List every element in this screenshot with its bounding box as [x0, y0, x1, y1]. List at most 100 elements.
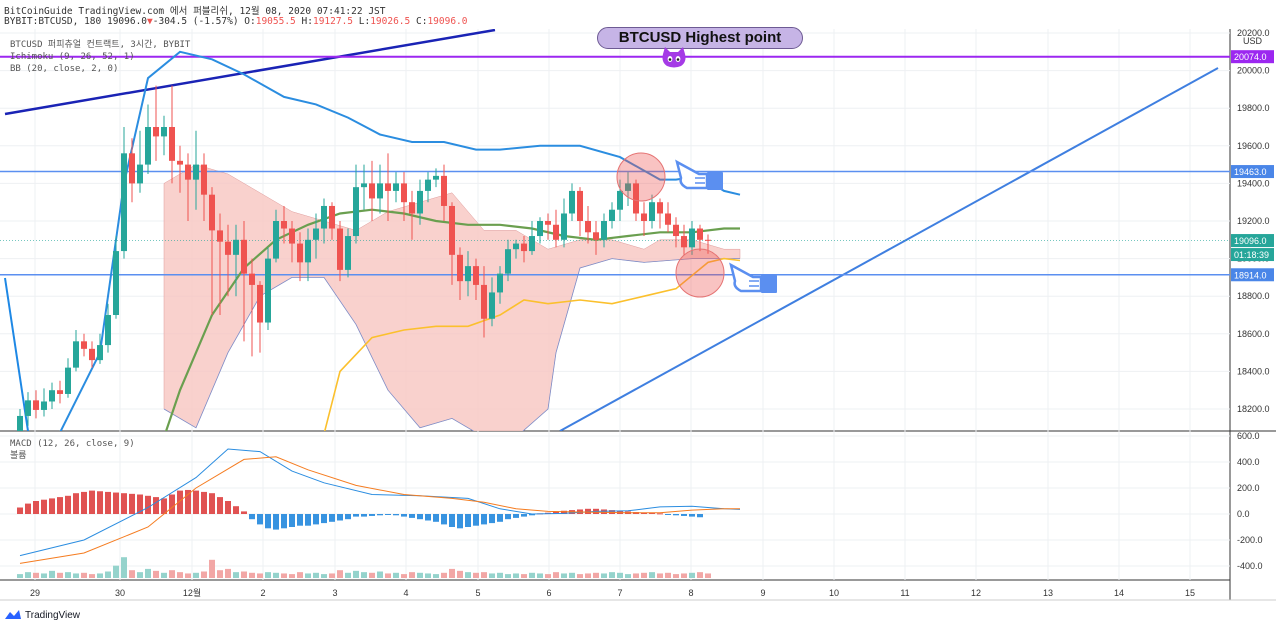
candle-body [697, 228, 703, 240]
volume-bar [465, 572, 471, 578]
candle [521, 236, 527, 263]
hand-cuff [761, 275, 777, 293]
candle [593, 221, 599, 255]
macd-histogram-bar [233, 506, 239, 514]
candle [433, 168, 439, 188]
macd-histogram-bar [185, 489, 191, 514]
candle [449, 202, 455, 285]
open-label: O: [244, 16, 256, 27]
macd-histogram-bar [505, 514, 511, 520]
candle-body [145, 127, 151, 165]
macd-tick-label: 600.0 [1237, 431, 1260, 441]
bollinger-legend[interactable]: BB (20, close, 2, 0) [10, 64, 119, 74]
candle-body [105, 315, 111, 346]
candle-body [473, 266, 479, 285]
macd-histogram-bar [33, 501, 39, 514]
candle [265, 247, 271, 331]
signal-line [19, 456, 740, 564]
price-label-highest: 20074.0 [1231, 50, 1274, 64]
time-tick-label: 11 [900, 588, 909, 598]
macd-tick-label: -400.0 [1237, 561, 1263, 571]
volume-bar [193, 572, 199, 578]
volume-bar [169, 570, 175, 578]
candle-body [441, 175, 447, 206]
price-label-text: 01:18:39 [1234, 250, 1269, 260]
candle [121, 127, 127, 259]
macd-histogram-bar [489, 514, 495, 524]
volume-bar [657, 573, 663, 578]
candle-body [217, 230, 223, 242]
volume-bar [689, 572, 695, 578]
candle-body [25, 400, 31, 416]
time-tick-label: 7 [617, 588, 622, 598]
macd-histogram-bar [513, 514, 519, 518]
macd-histogram-bar [297, 514, 303, 526]
macd-line [19, 448, 741, 557]
time-tick-label: 10 [829, 588, 839, 598]
candle [209, 187, 215, 315]
macd-legend[interactable]: MACD (12, 26, close, 9) 볼륨 [10, 438, 135, 462]
macd-histogram-bar [113, 492, 119, 514]
volume-bar [297, 572, 303, 578]
candle-body [257, 284, 263, 323]
macd-histogram-bar [449, 514, 455, 527]
candle-body [481, 284, 487, 319]
volume-bar [673, 574, 679, 578]
candle [665, 202, 671, 233]
price-label-box [1231, 50, 1274, 64]
volume-bar [449, 568, 455, 578]
price-pane [0, 29, 1230, 431]
candle [553, 209, 559, 248]
volume-bar [249, 572, 255, 578]
volume-bar [481, 572, 487, 578]
candle [41, 388, 47, 417]
volume-bar [489, 573, 495, 578]
macd-histogram-bar [665, 514, 671, 515]
candle [289, 221, 295, 263]
candle-body [537, 221, 543, 237]
candles [17, 85, 711, 431]
macd-histogram-bar [169, 494, 175, 514]
time-tick-label: 12 [971, 588, 981, 598]
volume-bar [441, 572, 447, 578]
macd-histogram-bar [329, 514, 335, 522]
volume-bar [153, 570, 159, 578]
volume-bar [633, 573, 639, 578]
volume-bar [177, 572, 183, 578]
candle [625, 172, 631, 206]
macd-tick-label: -200.0 [1237, 535, 1263, 545]
candle-body [129, 153, 135, 184]
volume-bar [473, 572, 479, 578]
candle [17, 409, 23, 431]
macd-histogram-bar [561, 510, 567, 514]
tradingview-brand[interactable]: TradingView [4, 609, 80, 621]
macd-histogram-bar [209, 493, 215, 514]
candle-body [225, 241, 231, 255]
macd-histogram-bar [553, 511, 559, 514]
volume-bar [49, 570, 55, 578]
candle-body [265, 258, 271, 323]
candle [145, 104, 151, 174]
time-tick-label: 6 [546, 588, 551, 598]
macd-histogram-bar [657, 513, 663, 515]
candle [681, 224, 687, 255]
ichimoku-legend[interactable]: Ichimoku (9, 26, 52, 1) [10, 52, 135, 62]
macd-histogram-bar [337, 514, 343, 521]
main-legend[interactable]: BTCUSD 퍼피츄얼 컨트랙트, 3시간, BYBIT Ichimoku (9… [10, 39, 190, 75]
price-label-box [1231, 248, 1274, 262]
macd-tick-label: 0.0 [1237, 509, 1250, 519]
candle [217, 213, 223, 315]
time-tick-label: 12월 [183, 587, 201, 598]
candle [577, 187, 583, 237]
candle [201, 153, 207, 221]
candle-body [633, 183, 639, 214]
macd-histogram-bar [425, 514, 431, 521]
macd-histogram-bar [65, 495, 71, 514]
volume-bar [353, 570, 359, 578]
volume-bar [425, 573, 431, 578]
candle [441, 164, 447, 221]
lagging-span [323, 257, 741, 431]
candle-body [321, 205, 327, 229]
macd-histogram-bar [241, 511, 247, 514]
